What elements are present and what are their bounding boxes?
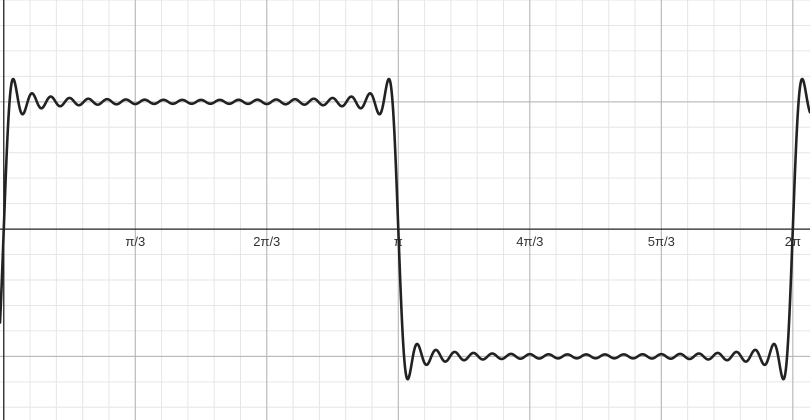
x-tick-label: 2π/3 — [253, 234, 280, 249]
x-tick-labels: π/3 2π/3 π 4π/3 5π/3 2π — [125, 234, 801, 249]
x-tick-label: π/3 — [125, 234, 145, 249]
series-group — [0, 77, 810, 381]
series-line — [0, 77, 810, 381]
x-tick-label: 4π/3 — [516, 234, 543, 249]
x-tick-label: 5π/3 — [648, 234, 675, 249]
